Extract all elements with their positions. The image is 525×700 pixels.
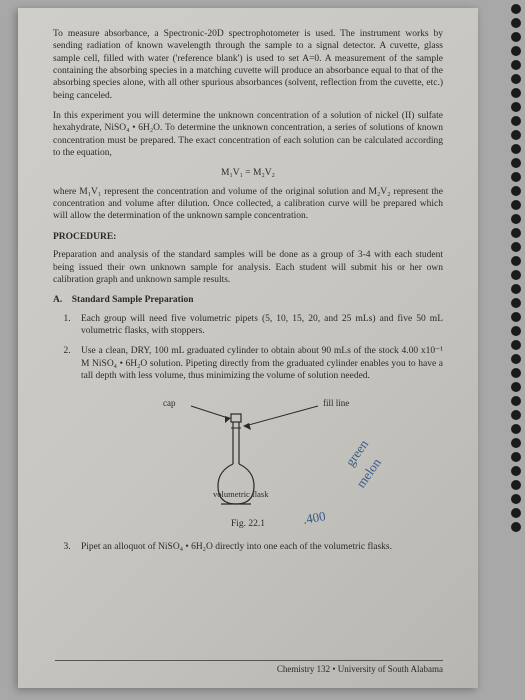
- spiral-binding: [509, 0, 523, 700]
- step-3-text: Pipet an alloquot of NiSO₄ • 6H₂O direct…: [81, 541, 443, 553]
- intro-paragraph-2: In this experiment you will determine th…: [53, 110, 443, 159]
- step-3: 3. Pipet an alloquot of NiSO₄ • 6H₂O dir…: [53, 541, 443, 553]
- section-a-title: Standard Sample Preparation: [72, 295, 194, 305]
- equation: M₁V₁ = M₂V₂: [53, 167, 443, 179]
- step-1: 1. Each group will need five volumetric …: [53, 313, 443, 338]
- intro-paragraph-3: where M₁V₁ represent the concentration a…: [53, 186, 443, 223]
- section-a-label: A.: [53, 295, 62, 305]
- step-2: 2. Use a clean, DRY, 100 mL graduated cy…: [53, 345, 443, 382]
- figure-area: cap fill line volumetric flask Fig. 22.1…: [53, 390, 443, 535]
- page-footer: Chemistry 132 • University of South Alab…: [55, 660, 443, 676]
- step-3-number: 3.: [53, 541, 81, 553]
- document-page: To measure absorbance, a Spectronic-20D …: [18, 8, 478, 688]
- step-1-number: 1.: [53, 313, 81, 338]
- intro-paragraph-1: To measure absorbance, a Spectronic-20D …: [53, 28, 443, 102]
- step-1-text: Each group will need five volumetric pip…: [81, 313, 443, 338]
- procedure-intro: Preparation and analysis of the standard…: [53, 249, 443, 286]
- flask-label: volumetric flask: [213, 490, 268, 499]
- step-2-number: 2.: [53, 345, 81, 382]
- step-2-text: Use a clean, DRY, 100 mL graduated cylin…: [81, 345, 443, 382]
- figure-caption: Fig. 22.1: [53, 518, 443, 530]
- section-a-heading: A. Standard Sample Preparation: [53, 294, 443, 306]
- procedure-heading: PROCEDURE:: [53, 231, 443, 243]
